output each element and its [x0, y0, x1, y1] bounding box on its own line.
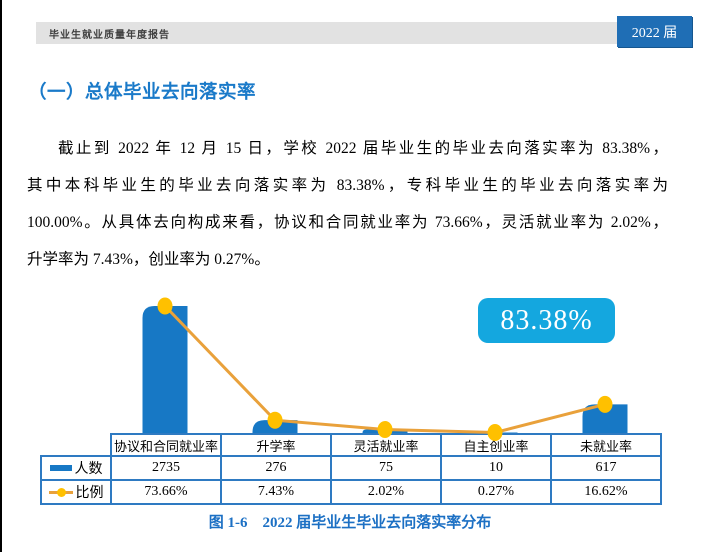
body-paragraph: 截止到 2022 年 12 月 15 日，学校 2022 届毕业生的毕业去向落实…: [27, 130, 668, 278]
combo-chart: [142, 297, 628, 442]
count-series-swatch-icon: [49, 465, 72, 471]
table-cell: 10: [440, 455, 552, 481]
column-header: 灵活就业率: [330, 433, 442, 457]
count-row-label: 人数: [74, 462, 103, 477]
column-header: 协议和合同就业率: [110, 433, 222, 457]
paragraph-line: 升学率为 7.43%，创业率为 0.27%。: [27, 251, 270, 268]
paragraph-line: 100.00%。从具体去向构成来看，协议和合同就业率为 73.66%，灵活就业率…: [27, 214, 668, 231]
ratio-row-label: 比例: [75, 486, 104, 501]
count-row: 人数 2735 276 75 10 617: [40, 455, 662, 481]
chart-bar: [252, 420, 298, 433]
page-edge-line: [0, 0, 2, 552]
table-cell: 0.27%: [440, 479, 552, 505]
report-title: 毕业生就业质量年度报告: [49, 29, 170, 41]
paragraph-line: 其中本科毕业生的毕业去向落实率为 83.38%，专科毕业生的毕业去向落实率为: [27, 177, 668, 194]
count-legend-cell: 人数: [40, 455, 112, 481]
chart-marker: [267, 411, 283, 429]
table-cell: 2735: [110, 455, 222, 481]
chart-marker: [157, 297, 173, 315]
outcome-table: 协议和合同就业率 升学率 灵活就业率 自主创业率 未就业率 人数 2735 27…: [40, 433, 662, 505]
figure-caption: 图 1-6 2022 届毕业生毕业去向落实率分布: [208, 515, 492, 531]
column-header: 升学率: [220, 433, 332, 457]
table-cell: 73.66%: [110, 479, 222, 505]
table-header-row: 协议和合同就业率 升学率 灵活就业率 自主创业率 未就业率: [41, 433, 662, 457]
table-cell: 75: [330, 455, 442, 481]
table-cell: 16.62%: [550, 479, 662, 505]
ratio-row: 比例 73.66% 7.43% 2.02% 0.27% 16.62%: [40, 479, 662, 505]
paragraph-line: 截止到 2022 年 12 月 15 日，学校 2022 届毕业生的毕业去向落实…: [58, 140, 668, 157]
table-cell: 7.43%: [220, 479, 332, 505]
cohort-badge: 2022 届: [617, 16, 692, 47]
chart-bar: [582, 404, 628, 433]
table-corner-cell: [41, 434, 111, 456]
table-cell: 617: [550, 455, 662, 481]
table-cell: 276: [220, 455, 332, 481]
column-header: 自主创业率: [440, 433, 552, 457]
table-cell: 2.02%: [330, 479, 442, 505]
ratio-legend-cell: 比例: [40, 479, 112, 505]
section-heading: （一）总体毕业去向落实率: [28, 81, 257, 102]
rate-callout: 83.38%: [478, 298, 615, 343]
column-header: 未就业率: [550, 433, 662, 457]
chart-bar: [142, 306, 188, 433]
ratio-series-swatch-icon: [48, 487, 73, 497]
chart-marker: [597, 395, 613, 413]
running-header: 毕业生就业质量年度报告: [36, 22, 646, 44]
